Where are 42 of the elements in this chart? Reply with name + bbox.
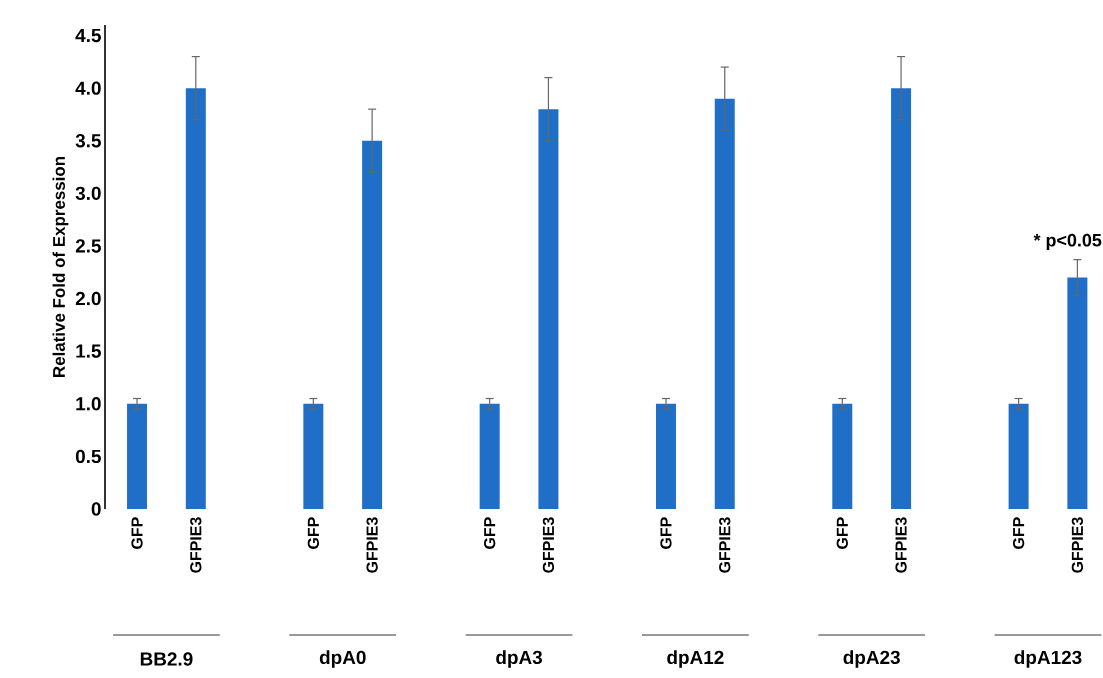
y-tick-label: 1.5 xyxy=(76,344,101,358)
annotation: * p<0.05 xyxy=(1033,233,1102,251)
y-tick-label: 0 xyxy=(91,502,101,516)
y-axis-title: Relative Fold of Expression xyxy=(52,157,69,377)
y-tick-label: 2.5 xyxy=(75,239,101,253)
x-tick-label: GFPIE3 xyxy=(190,517,202,573)
bar xyxy=(538,109,559,509)
x-tick-label: GFP xyxy=(1012,517,1025,549)
bar xyxy=(1067,277,1088,509)
y-tick-label: 4.5 xyxy=(75,28,101,43)
bar xyxy=(303,403,324,509)
bar xyxy=(127,403,148,509)
x-tick-label: GFPIE3 xyxy=(1071,517,1084,573)
bar xyxy=(655,403,676,509)
text: dpA0 xyxy=(319,650,366,668)
bar xyxy=(362,140,383,509)
y-tick-label: 3.5 xyxy=(75,134,101,148)
x-tick-label: GFPIE3 xyxy=(719,517,731,573)
x-tick-label: GFP xyxy=(484,517,496,549)
y-tick-label: 2.0 xyxy=(75,291,101,306)
bar xyxy=(891,88,912,509)
text: dpA12 xyxy=(667,650,724,668)
text: dpA123 xyxy=(1014,650,1082,668)
y-tick-label: 3.0 xyxy=(75,186,101,201)
x-tick-label: GFP xyxy=(307,517,319,549)
text: BB2.9 xyxy=(140,652,193,666)
bar xyxy=(1008,403,1029,509)
x-tick-label: GFPIE3 xyxy=(366,517,378,573)
bar xyxy=(714,98,735,509)
y-tick-label: 1.0 xyxy=(76,397,101,411)
x-tick-label: GFPIE3 xyxy=(895,517,907,573)
y-tick-label: 0.5 xyxy=(75,449,101,464)
bar xyxy=(185,88,206,509)
bar xyxy=(832,403,853,509)
y-tick-label: 4.0 xyxy=(75,81,101,95)
x-tick-label: GFP xyxy=(836,517,848,549)
x-tick-label: GFP xyxy=(131,517,143,549)
x-tick-label: GFP xyxy=(660,517,672,549)
x-tick-label: GFPIE3 xyxy=(542,517,555,573)
text: dpA23 xyxy=(843,650,900,668)
bar xyxy=(479,403,500,509)
text: dpA3 xyxy=(496,650,543,668)
